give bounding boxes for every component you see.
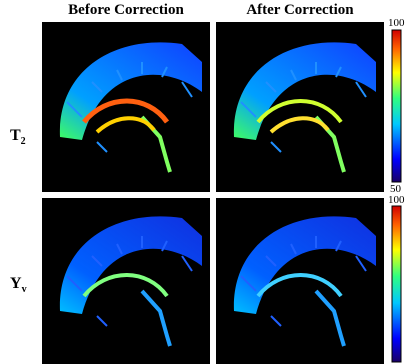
row-label-subscript: v [22, 284, 27, 295]
column-header: After Correction [246, 2, 354, 18]
row-label-main: T [10, 127, 21, 144]
colorbar-max: 100 [388, 194, 405, 206]
row-label: T2 [10, 127, 26, 147]
row-label-subscript: 2 [21, 136, 26, 147]
colorbar [392, 206, 401, 362]
row-label-main: Y [10, 275, 22, 292]
row-label: Yv [10, 275, 27, 295]
colorbar [392, 30, 401, 182]
figure: Before Correction After Correction T2 Yv… [0, 0, 405, 364]
column-header: Before Correction [68, 2, 184, 18]
colorbar-max: 100 [388, 17, 405, 29]
